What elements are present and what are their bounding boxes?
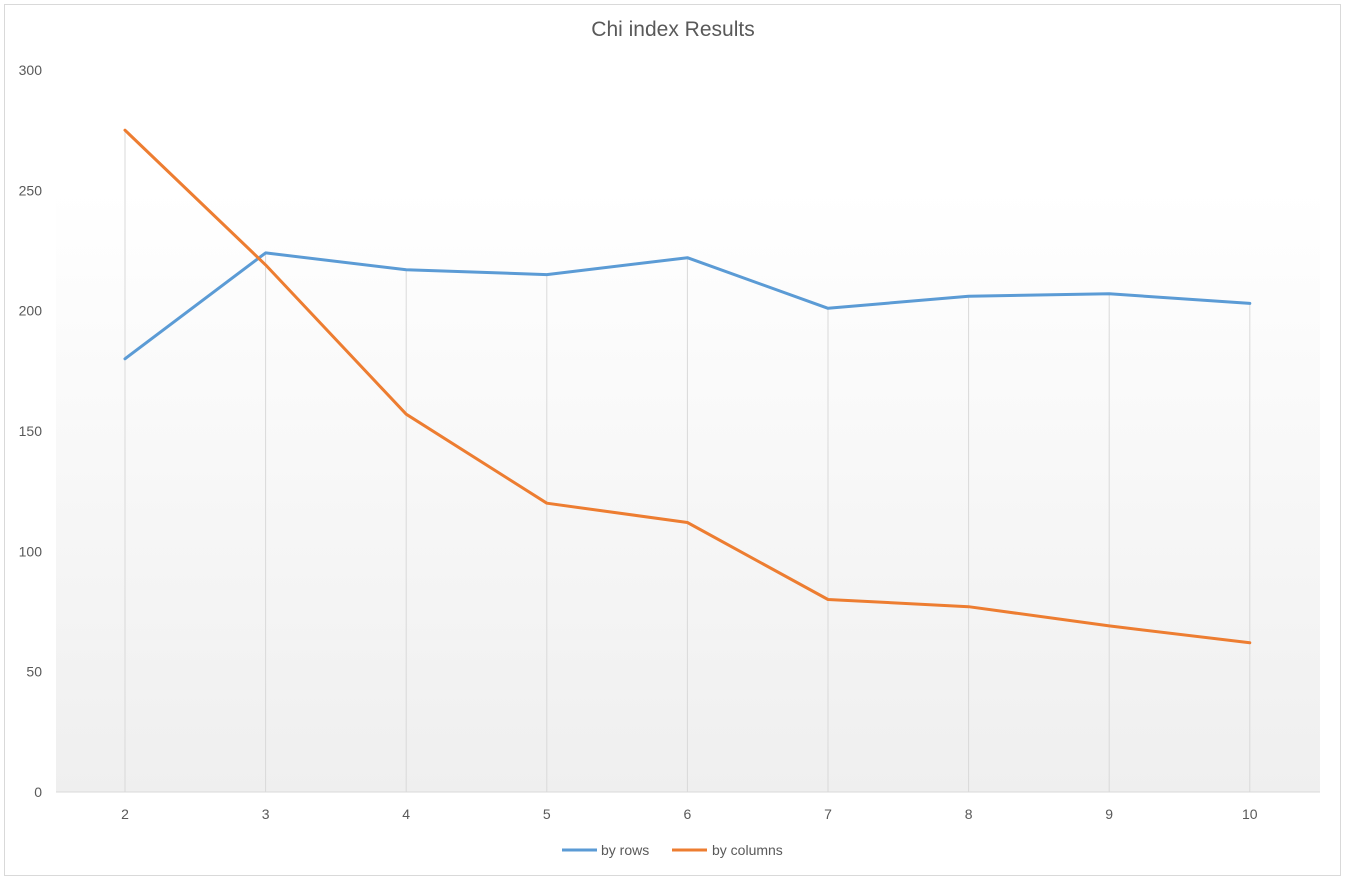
x-tick-label: 8 <box>965 806 973 822</box>
x-tick-label: 5 <box>543 806 551 822</box>
legend-label: by rows <box>601 842 649 858</box>
y-tick-label: 100 <box>19 543 43 559</box>
y-tick-label: 50 <box>26 664 42 680</box>
plot-area <box>56 190 1320 792</box>
series-line-by-rows <box>123 251 1252 361</box>
y-tick-label: 300 <box>19 62 43 78</box>
y-tick-label: 200 <box>19 303 43 319</box>
x-tick-label: 9 <box>1105 806 1113 822</box>
y-tick-label: 150 <box>19 423 43 439</box>
x-tick-label: 7 <box>824 806 832 822</box>
x-tick-label: 10 <box>1242 806 1258 822</box>
x-tick-label: 3 <box>262 806 270 822</box>
x-tick-label: 6 <box>684 806 692 822</box>
y-tick-label: 250 <box>19 182 43 198</box>
x-tick-label: 4 <box>402 806 410 822</box>
chart-title: Chi index Results <box>591 18 755 41</box>
y-tick-label: 0 <box>34 784 42 800</box>
legend-label: by columns <box>712 842 783 858</box>
series-line-by-columns <box>123 128 1252 645</box>
x-tick-label: 2 <box>121 806 129 822</box>
